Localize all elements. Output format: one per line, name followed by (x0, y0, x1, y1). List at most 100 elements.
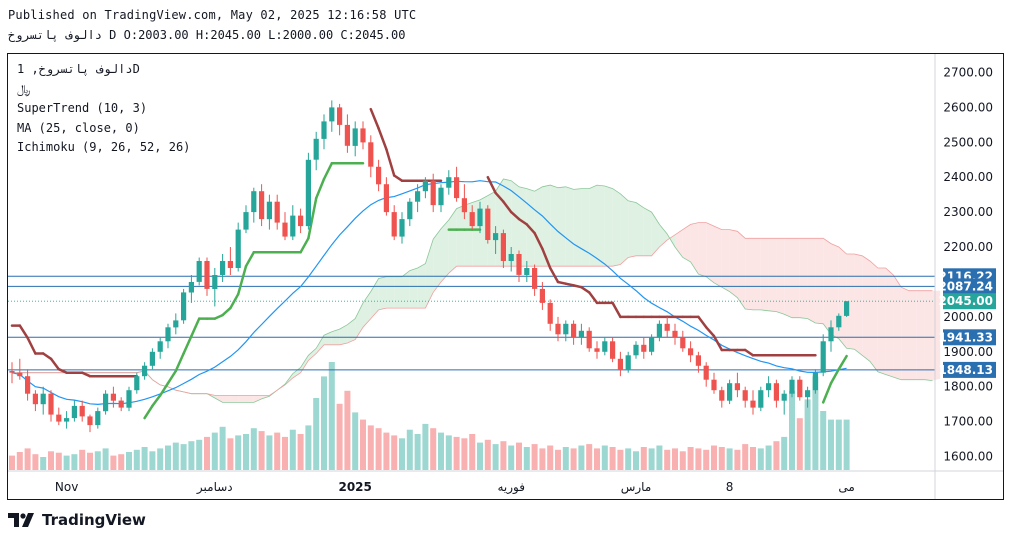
chart-frame[interactable] (7, 53, 1004, 500)
candle-body[interactable] (305, 159, 311, 227)
candle-body[interactable] (282, 222, 288, 237)
candle-body[interactable] (181, 292, 187, 321)
candle-body[interactable] (680, 337, 686, 349)
candle-body[interactable] (313, 138, 319, 160)
candle-body[interactable] (625, 355, 631, 370)
candle-body[interactable] (430, 180, 436, 206)
candle-body[interactable] (212, 275, 218, 289)
candle-body[interactable] (617, 358, 623, 370)
candle-body[interactable] (649, 337, 655, 352)
candle-body[interactable] (454, 177, 460, 199)
candle-body[interactable] (532, 268, 538, 289)
candle-body[interactable] (758, 390, 764, 408)
candle-body[interactable] (173, 320, 179, 328)
candle-body[interactable] (266, 201, 272, 220)
candle-body[interactable] (633, 344, 639, 356)
candle-body[interactable] (298, 215, 304, 227)
candle-body[interactable] (142, 365, 148, 377)
candle-body[interactable] (360, 128, 366, 143)
tradingview-branding[interactable]: TradingView (8, 511, 146, 529)
candle-body[interactable] (415, 191, 421, 202)
candle-body[interactable] (422, 180, 428, 192)
candle-body[interactable] (95, 411, 101, 426)
candle-body[interactable] (399, 219, 405, 237)
candle-body[interactable] (664, 323, 670, 331)
candle-body[interactable] (797, 379, 803, 398)
candle-body[interactable] (773, 383, 779, 401)
candle-body[interactable] (750, 400, 756, 408)
candle-body[interactable] (251, 191, 257, 213)
candle-body[interactable] (352, 128, 358, 146)
candle-body[interactable] (259, 191, 265, 220)
candle-body[interactable] (781, 393, 787, 401)
candle-body[interactable] (48, 393, 54, 415)
candle-body[interactable] (719, 390, 725, 401)
candle-body[interactable] (321, 121, 327, 139)
candle-body[interactable] (126, 390, 132, 408)
candle-body[interactable] (539, 288, 545, 303)
candle-body[interactable] (227, 261, 233, 268)
candle-body[interactable] (695, 355, 701, 366)
candle-body[interactable] (524, 268, 530, 275)
candle-body[interactable] (469, 212, 475, 227)
legend-title[interactable]: دالوف پاتسروخ, 1D (17, 62, 140, 76)
candle-body[interactable] (290, 215, 296, 237)
candle-body[interactable] (610, 341, 616, 359)
candle-body[interactable] (711, 379, 717, 391)
candle-body[interactable] (337, 107, 343, 125)
candle-body[interactable] (134, 376, 140, 391)
candle-body[interactable] (157, 341, 163, 352)
candle-body[interactable] (9, 371, 15, 373)
candle-body[interactable] (376, 166, 382, 185)
legend-supertrend[interactable]: SuperTrend (10, 3) (17, 101, 148, 115)
candle-body[interactable] (344, 124, 350, 146)
candle-body[interactable] (274, 201, 280, 223)
candle-body[interactable] (110, 393, 116, 401)
candle-body[interactable] (40, 393, 46, 405)
candle-body[interactable] (188, 282, 194, 293)
candle-body[interactable] (641, 344, 647, 352)
candle-body[interactable] (477, 208, 483, 227)
candle-body[interactable] (703, 365, 709, 380)
candle-body[interactable] (32, 393, 38, 405)
candle-body[interactable] (688, 348, 694, 356)
candle-body[interactable] (820, 341, 826, 373)
candle-body[interactable] (789, 379, 795, 394)
candle-body[interactable] (742, 390, 748, 401)
candle-body[interactable] (165, 327, 171, 342)
candle-body[interactable] (563, 323, 569, 335)
candle-body[interactable] (493, 233, 499, 241)
candle-body[interactable] (71, 405, 77, 419)
candle-body[interactable] (766, 383, 772, 391)
candle-body[interactable] (407, 201, 413, 220)
candle-body[interactable] (828, 327, 834, 342)
candle-body[interactable] (17, 372, 23, 377)
candle-body[interactable] (836, 315, 842, 328)
candle-body[interactable] (235, 229, 241, 268)
candle-body[interactable] (391, 212, 397, 237)
candle-body[interactable] (805, 390, 811, 398)
candle-body[interactable] (383, 184, 389, 213)
candle-body[interactable] (243, 212, 249, 230)
candle-body[interactable] (329, 107, 335, 122)
candle-body[interactable] (812, 372, 818, 391)
candle-body[interactable] (149, 351, 155, 366)
candle-body[interactable] (368, 142, 374, 167)
candle-body[interactable] (727, 383, 733, 401)
candle-body[interactable] (56, 414, 62, 422)
candle-body[interactable] (844, 301, 850, 316)
candle-body[interactable] (578, 330, 584, 338)
candle-body[interactable] (672, 330, 678, 338)
candle-body[interactable] (571, 323, 577, 338)
candle-body[interactable] (508, 254, 514, 261)
candle-body[interactable] (547, 302, 553, 324)
candle-body[interactable] (500, 233, 506, 261)
candle-body[interactable] (734, 383, 740, 391)
candle-body[interactable] (446, 177, 452, 188)
candle-body[interactable] (118, 400, 124, 408)
candle-body[interactable] (438, 187, 444, 206)
candle-body[interactable] (656, 323, 662, 338)
candle-body[interactable] (79, 405, 85, 417)
candle-body[interactable] (586, 330, 592, 349)
candle-body[interactable] (220, 261, 226, 275)
